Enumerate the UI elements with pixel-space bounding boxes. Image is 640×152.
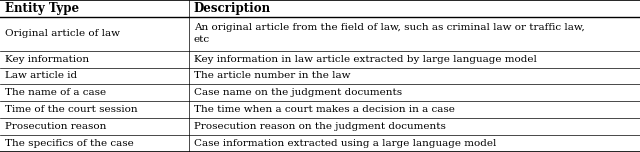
Text: The time when a court makes a decision in a case: The time when a court makes a decision i… [194,105,455,114]
Text: The specifics of the case: The specifics of the case [5,139,134,148]
Text: Case name on the judgment documents: Case name on the judgment documents [194,88,402,97]
Text: Case information extracted using a large language model: Case information extracted using a large… [194,139,496,148]
Text: Time of the court session: Time of the court session [5,105,138,114]
Text: Key information in law article extracted by large language model: Key information in law article extracted… [194,55,537,64]
Text: The article number in the law: The article number in the law [194,71,351,81]
Text: Key information: Key information [5,55,89,64]
Text: Description: Description [194,2,271,15]
Text: Law article id: Law article id [5,71,77,81]
Text: An original article from the field of law, such as criminal law or traffic law,
: An original article from the field of la… [194,23,585,44]
Text: The name of a case: The name of a case [5,88,106,97]
Text: Prosecution reason: Prosecution reason [5,122,106,131]
Text: Original article of law: Original article of law [5,29,120,38]
Text: Entity Type: Entity Type [5,2,79,15]
Text: Prosecution reason on the judgment documents: Prosecution reason on the judgment docum… [194,122,446,131]
